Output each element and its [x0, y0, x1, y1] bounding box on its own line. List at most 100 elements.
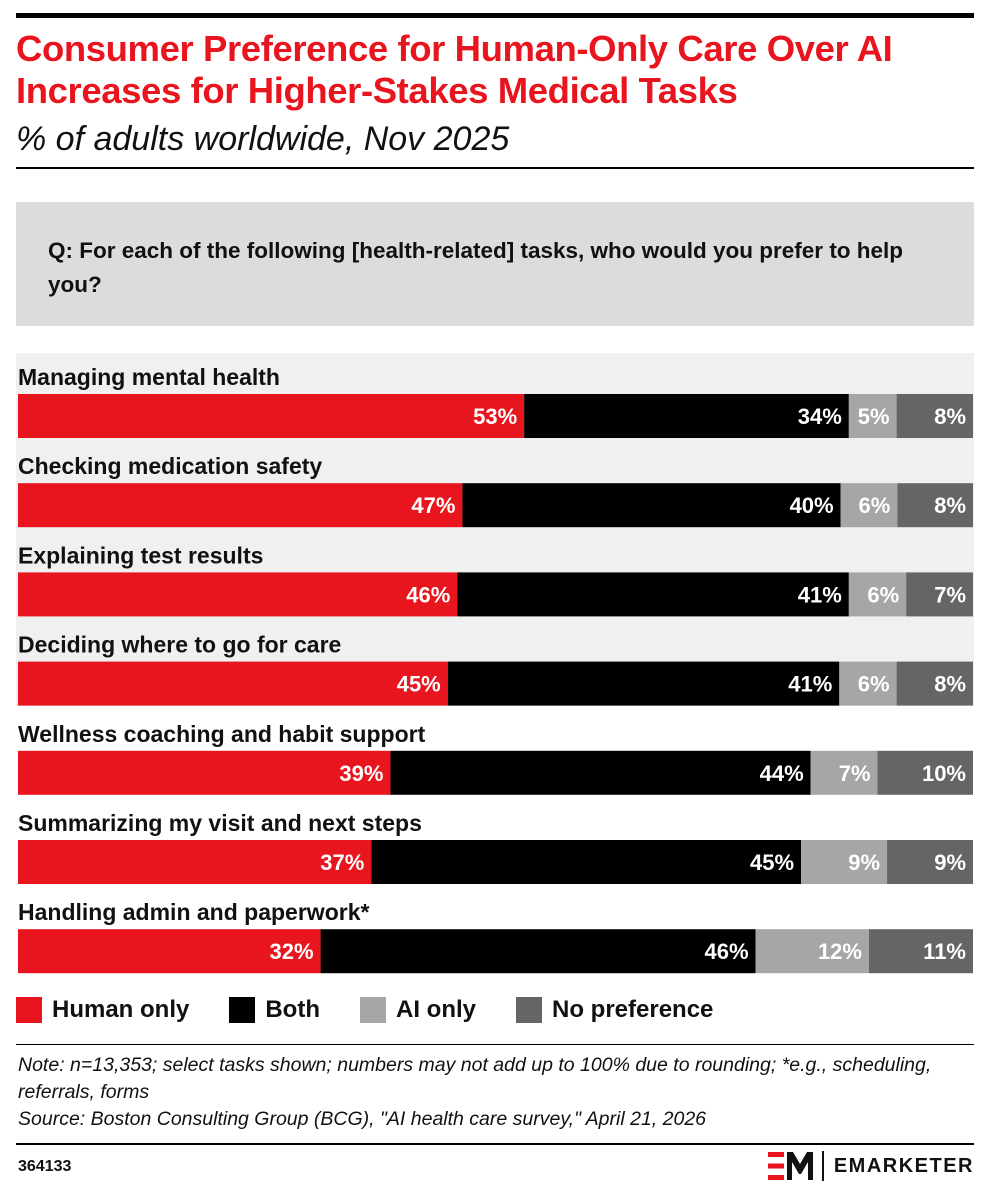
- bar-segment-ai-only: [801, 840, 888, 884]
- category-label: Managing mental health: [18, 364, 280, 390]
- note-text: Note: n=13,353; select tasks shown; numb…: [18, 1054, 932, 1103]
- bar-row-checking-medication-safety: Checking medication safety 47% 40% 6% 8%: [18, 453, 973, 528]
- bar-segment-ai-only: [755, 929, 869, 974]
- data-label-human-only: 32%: [270, 939, 314, 964]
- bar-row-summarizing-my-visit-and-next-steps: Summarizing my visit and next steps 37% 45…: [18, 810, 973, 884]
- emarketer-logo-icon: [767, 1152, 813, 1180]
- chart-id: 364133: [18, 1158, 72, 1175]
- bar-segment-both: [390, 750, 811, 795]
- category-label: Handling admin and paperwork*: [18, 899, 369, 925]
- brand-name: EMARKETER: [833, 1154, 974, 1177]
- legend-swatch-no-preference: [516, 997, 543, 1023]
- legend-item-both: Both: [229, 996, 320, 1024]
- bar-segment-both: [320, 929, 756, 974]
- bar-segment-human-only: [18, 483, 463, 528]
- bar-segment-ai-only: [840, 483, 898, 528]
- data-label-no-preference: 11%: [923, 939, 966, 964]
- data-label-no-preference: 8%: [934, 493, 966, 518]
- data-label-ai-only: 7%: [839, 761, 871, 786]
- bar-segment-human-only: [18, 840, 372, 884]
- brand[interactable]: EMARKETER: [767, 1150, 974, 1182]
- legend-item-human-only: Human only: [16, 996, 189, 1024]
- category-label: Checking medication safety: [18, 453, 322, 479]
- bar-segment-no-preference: [897, 483, 973, 528]
- data-label-human-only: 45%: [397, 672, 441, 697]
- bar-segment-no-preference: [896, 661, 973, 706]
- source-text: Source: Boston Consulting Group (BCG), "…: [18, 1108, 707, 1130]
- note-rule: [16, 1044, 974, 1045]
- data-label-both: 34%: [798, 404, 842, 429]
- bar-segment-human-only: [18, 929, 321, 974]
- bar-segment-human-only: [18, 750, 391, 795]
- legend-label-ai-only: AI only: [396, 996, 477, 1023]
- top-rule: [16, 13, 974, 18]
- bar-segment-both: [371, 840, 802, 884]
- legend-item-no-preference: No preference: [516, 996, 713, 1024]
- bar-segment-ai-only: [810, 750, 878, 795]
- data-label-ai-only: 12%: [818, 939, 862, 964]
- bottom-rule: [16, 1143, 974, 1145]
- bar-segment-human-only: [18, 661, 448, 706]
- data-label-ai-only: 6%: [859, 493, 891, 518]
- data-label-both: 46%: [704, 939, 748, 964]
- data-label-ai-only: 6%: [858, 672, 890, 697]
- legend-swatch-human-only: [16, 997, 42, 1023]
- category-label: Explaining test results: [18, 542, 263, 568]
- bar-segment-both: [447, 661, 840, 706]
- data-label-both: 41%: [798, 582, 842, 607]
- data-label-human-only: 47%: [411, 493, 455, 518]
- brand-divider: [821, 1151, 824, 1181]
- legend-swatch-both: [229, 997, 256, 1023]
- legend-swatch-ai-only: [360, 997, 386, 1023]
- data-label-human-only: 53%: [473, 404, 517, 429]
- bar-segment-both: [524, 394, 849, 438]
- legend: Human only Both AI only No preference: [16, 994, 753, 1026]
- bar-segment-no-preference: [906, 572, 973, 617]
- bar-segment-no-preference: [887, 840, 973, 884]
- category-label: Summarizing my visit and next steps: [18, 810, 422, 836]
- legend-label-both: Both: [265, 996, 320, 1023]
- data-label-ai-only: 5%: [858, 404, 890, 429]
- category-label: Deciding where to go for care: [18, 632, 341, 658]
- legend-label-no-preference: No preference: [552, 996, 714, 1023]
- data-label-both: 44%: [760, 761, 804, 786]
- bar-row-handling-admin-and-paperwork: Handling admin and paperwork* 32% 46% 12% 11…: [18, 899, 973, 974]
- data-label-both: 41%: [788, 672, 832, 697]
- bar-segment-ai-only: [848, 572, 907, 617]
- data-label-both: 45%: [750, 850, 794, 875]
- bar-row-deciding-where-to-go-for-care: Deciding where to go for care 45% 41% 6% 8%: [18, 632, 973, 706]
- bar-segment-both: [457, 572, 849, 617]
- bar-row-explaining-test-results: Explaining test results 46% 41% 6% 7%: [18, 542, 973, 617]
- chart-title: Consumer Preference for Human-Only Care …: [16, 28, 893, 111]
- bar-segment-ai-only: [848, 394, 897, 438]
- category-label: Wellness coaching and habit support: [18, 721, 426, 747]
- legend-item-ai-only: AI only: [360, 996, 476, 1024]
- data-label-human-only: 39%: [339, 761, 383, 786]
- data-label-no-preference: 7%: [934, 582, 966, 607]
- legend-label-human-only: Human only: [52, 996, 190, 1023]
- data-label-ai-only: 9%: [848, 850, 880, 875]
- chart-subtitle: % of adults worldwide, Nov 2025: [16, 120, 510, 158]
- bar-row-managing-mental-health: Managing mental health 53% 34% 5% 8%: [18, 364, 973, 438]
- bar-segment-human-only: [18, 394, 525, 438]
- bar-segment-ai-only: [839, 661, 897, 706]
- data-label-ai-only: 6%: [867, 582, 899, 607]
- data-label-human-only: 46%: [406, 582, 450, 607]
- data-label-no-preference: 8%: [934, 404, 966, 429]
- bar-segment-human-only: [18, 572, 458, 617]
- subtitle-rule: [16, 167, 974, 169]
- bar-segment-no-preference: [877, 750, 973, 795]
- bar-row-wellness-coaching-and-habit-support: Wellness coaching and habit support 39% 44…: [18, 721, 973, 795]
- data-label-no-preference: 10%: [922, 761, 966, 786]
- data-label-no-preference: 8%: [934, 672, 966, 697]
- notes: Note: n=13,353; select tasks shown; numb…: [18, 1052, 978, 1133]
- bar-segment-no-preference: [868, 929, 973, 974]
- data-label-human-only: 37%: [320, 850, 364, 875]
- survey-question: Q: For each of the following [health-rel…: [48, 238, 904, 297]
- bar-segment-both: [462, 483, 841, 528]
- question-box: Q: For each of the following [health-rel…: [16, 202, 974, 326]
- bar-segment-no-preference: [896, 394, 973, 438]
- data-label-both: 40%: [790, 493, 834, 518]
- data-label-no-preference: 9%: [934, 850, 966, 875]
